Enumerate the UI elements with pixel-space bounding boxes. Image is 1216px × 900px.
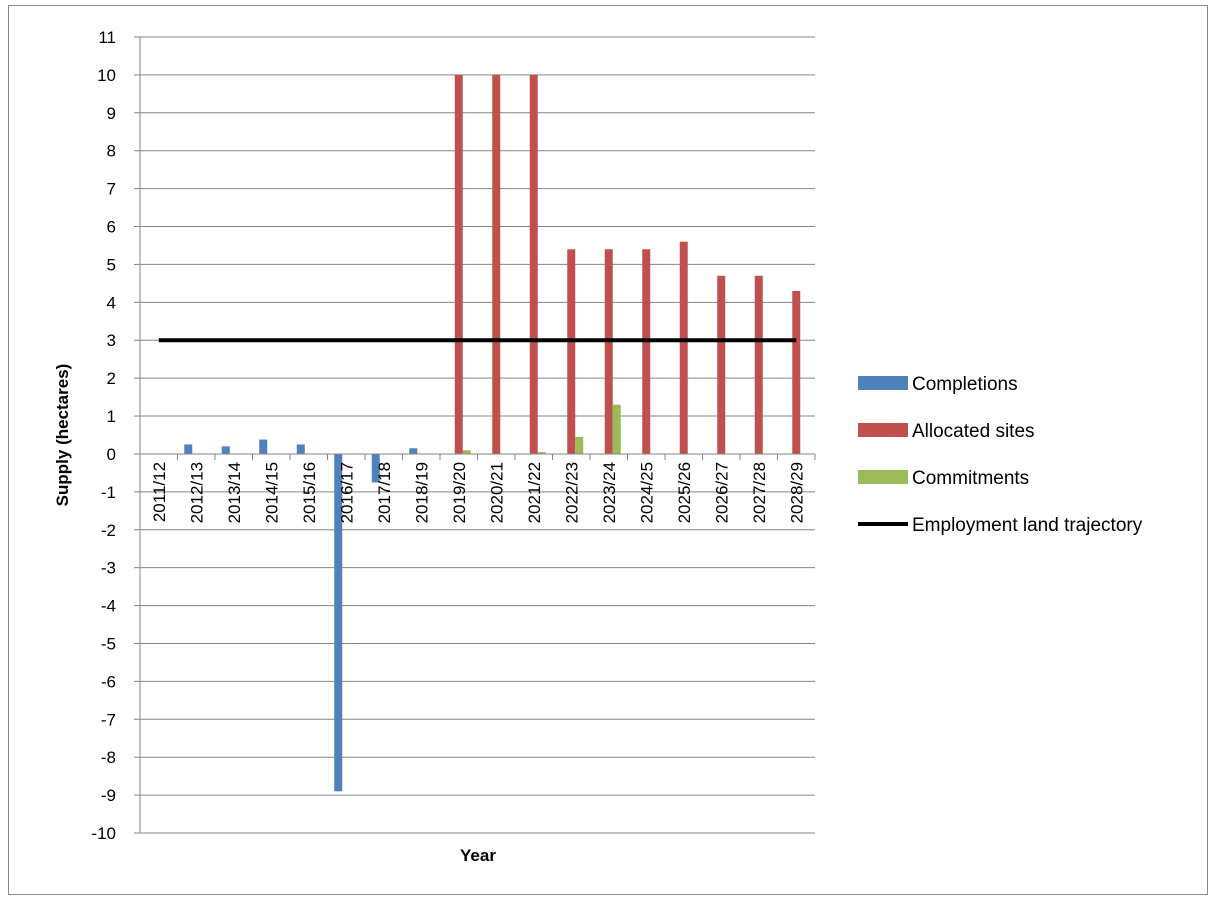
bar-allocated-sites: [567, 249, 576, 454]
bar-completions: [371, 453, 380, 483]
bar-completions: [184, 444, 193, 454]
x-tick-label: 2020/21: [487, 462, 506, 523]
y-tick-label: -3: [101, 559, 116, 578]
x-tick-label: 2017/18: [375, 462, 394, 523]
y-tick-label: 3: [107, 331, 116, 350]
y-tick-label: 8: [107, 142, 116, 161]
x-tick-label: 2013/14: [225, 462, 244, 523]
x-tick-labels: 2011/12 2012/13 2013/14 2014/15 2015/16 2016/…: [150, 462, 807, 523]
x-tick-label: 2018/19: [412, 462, 431, 523]
bar-allocated-sites: [754, 275, 763, 454]
y-tick-label: -2: [101, 521, 116, 540]
x-tick-label: 2025/26: [675, 462, 694, 523]
legend-label: Completions: [912, 374, 1018, 395]
y-tick-label: -6: [101, 672, 116, 691]
bar-allocated-sites: [717, 275, 726, 454]
y-tick-label: 11: [98, 28, 116, 47]
y-tick-label: 6: [107, 218, 116, 237]
x-tick-label: 2022/23: [562, 462, 581, 523]
bar-allocated-sites: [529, 74, 538, 454]
bar-completions: [409, 448, 418, 454]
legend-swatch: [858, 423, 908, 437]
legend-swatch: [858, 470, 908, 484]
x-tick-label: 2014/15: [262, 462, 281, 523]
legend-label: Allocated sites: [912, 421, 1035, 442]
x-tick-label: 2015/16: [300, 462, 319, 523]
x-tick-label: 2023/24: [600, 462, 619, 523]
y-tick-label: -4: [101, 597, 116, 616]
bar-allocated-sites: [679, 241, 688, 454]
y-tick-label: 2: [107, 369, 116, 388]
bar-commitments: [462, 450, 471, 454]
bar-completions: [296, 444, 305, 454]
x-tick-label: 2024/25: [637, 462, 656, 523]
bar-allocated-sites: [792, 290, 801, 454]
bar-commitments: [612, 404, 621, 454]
y-tick-label: -10: [91, 824, 116, 843]
x-tick-label: 2026/27: [712, 462, 731, 523]
y-tick-label: -8: [101, 748, 116, 767]
bar-allocated-sites: [642, 249, 651, 454]
y-tick-label: 10: [97, 66, 116, 85]
y-tick-label: 5: [107, 255, 116, 274]
bar-allocated-sites: [604, 249, 613, 454]
bar-completions: [259, 439, 268, 454]
x-tick-label: 2021/22: [525, 462, 544, 523]
x-tick-label: 2019/20: [450, 462, 469, 523]
bar-allocated-sites: [454, 74, 463, 454]
y-tick-label: -9: [101, 786, 116, 805]
bar-allocated-sites: [492, 74, 501, 454]
axes: [134, 36, 816, 834]
legend-label: Employment land trajectory: [912, 515, 1143, 536]
x-tick-label: 2011/12: [150, 462, 169, 522]
bar-completions: [221, 446, 230, 454]
bar-commitments: [537, 452, 546, 454]
gridlines: [140, 36, 815, 834]
y-tick-label: 4: [107, 293, 116, 312]
bar-commitments: [575, 436, 584, 454]
y-tick-label: 0: [107, 445, 116, 464]
x-tick-label: 2028/29: [787, 462, 806, 523]
x-tick-label: 2027/28: [750, 462, 769, 523]
y-tick-label: 7: [107, 180, 116, 199]
x-axis-title: Year: [460, 846, 496, 865]
bar-completions: [334, 453, 343, 792]
y-tick-label: -7: [101, 710, 116, 729]
y-tick-label: 1: [107, 407, 116, 426]
y-tick-label: 9: [107, 104, 116, 123]
x-tick-label: 2012/13: [187, 462, 206, 523]
bars: [184, 74, 801, 792]
legend-swatch: [858, 376, 908, 390]
y-tick-label: -1: [101, 483, 116, 502]
y-axis-title: Supply (hectares): [53, 364, 72, 507]
x-tick-label: 2016/17: [337, 462, 356, 523]
y-tick-label: -5: [101, 634, 116, 653]
legend: Completions Allocated sites Commitments Emp…: [858, 374, 1143, 536]
legend-label: Commitments: [912, 468, 1029, 489]
